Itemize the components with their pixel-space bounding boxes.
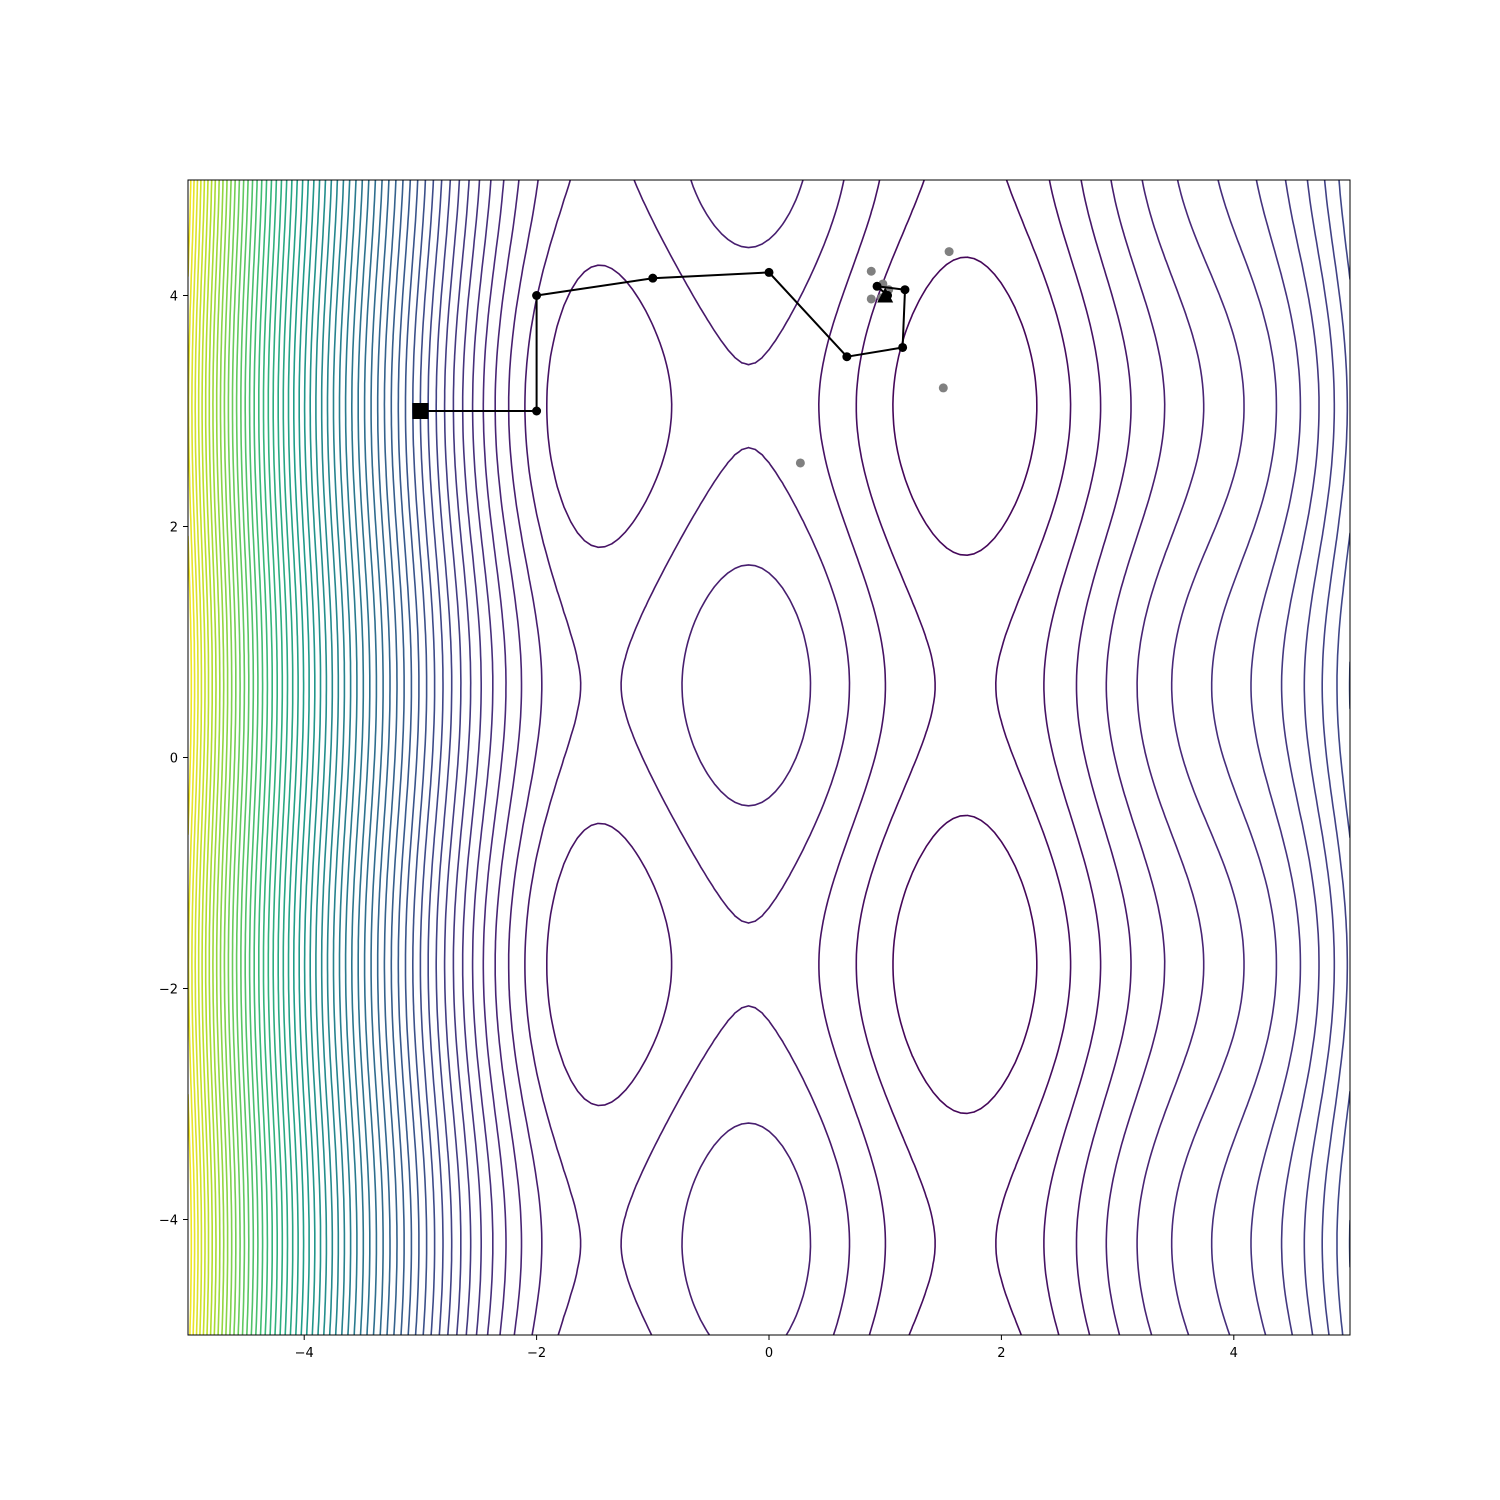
contour-level — [258, 180, 269, 1335]
sample-points — [795, 247, 954, 468]
contour-level — [293, 180, 305, 1335]
contour-level — [390, 180, 405, 1335]
contour-level — [215, 180, 225, 1335]
contour-level — [194, 180, 203, 1335]
contour-level — [272, 180, 284, 1335]
contour-level — [309, 180, 322, 1335]
contour-level — [191, 180, 199, 1335]
x-tick-label: 0 — [765, 1346, 773, 1361]
contour-level — [383, 180, 398, 1335]
contour-level — [855, 180, 1072, 1335]
contour-level — [357, 180, 371, 1335]
y-axis: −4 −2 0 2 4 — [159, 290, 188, 1229]
x-tick-label: −4 — [295, 1346, 314, 1361]
contour-level — [376, 180, 391, 1335]
sample-point — [944, 247, 954, 257]
contour-level — [351, 180, 365, 1335]
y-tick-label: 2 — [170, 521, 178, 536]
contour-level — [507, 180, 1166, 1335]
contour-level — [204, 180, 213, 1335]
x-axis: −4 −2 0 2 4 — [295, 1335, 1238, 1361]
contour-level — [524, 180, 1132, 1335]
contour-level — [303, 180, 316, 1335]
contour-level — [320, 180, 334, 1335]
contour-level — [315, 180, 328, 1335]
y-tick-label: −4 — [159, 1214, 178, 1229]
contour-level — [471, 180, 1278, 1335]
contour-level — [253, 180, 264, 1335]
contour-level — [427, 180, 1350, 1335]
contour-level — [208, 180, 217, 1335]
x-tick-label: 4 — [1230, 1346, 1238, 1361]
x-tick-label: 2 — [997, 1346, 1005, 1361]
contour-level — [188, 180, 196, 1335]
contour-level — [326, 180, 340, 1335]
sample-point — [795, 458, 805, 468]
path-point — [842, 352, 852, 362]
contour-level — [452, 180, 1320, 1335]
x-tick-label: −2 — [527, 1346, 546, 1361]
path-point — [532, 291, 542, 300]
contour-level — [404, 180, 420, 1335]
contour-level — [262, 180, 273, 1335]
contour-level — [231, 180, 241, 1335]
contour-level — [494, 180, 1205, 1335]
path-point — [648, 273, 658, 283]
contour-level — [338, 180, 352, 1335]
contour-level — [223, 180, 233, 1335]
contour-level — [227, 180, 237, 1335]
y-tick-label: −2 — [159, 983, 178, 998]
contour-level — [461, 180, 1302, 1335]
sample-point — [866, 266, 876, 276]
contour-level — [363, 180, 378, 1335]
contour-level — [546, 180, 1102, 1335]
contour-level — [397, 180, 413, 1335]
contour-level — [332, 180, 346, 1335]
contour-level — [188, 180, 193, 1335]
path-point — [764, 267, 774, 277]
contour-level — [197, 180, 206, 1335]
contour-level — [298, 180, 310, 1335]
path-end-marker — [877, 287, 894, 303]
sample-point — [866, 294, 876, 304]
y-tick-label: 4 — [170, 290, 178, 305]
contour-level — [282, 180, 294, 1335]
contour-level — [248, 180, 259, 1335]
path-point — [900, 285, 910, 295]
contour-level — [412, 180, 428, 1335]
path-start-marker — [412, 403, 429, 419]
contour-level — [240, 180, 250, 1335]
sample-point — [938, 383, 948, 393]
optimizer-path — [412, 267, 910, 419]
contour-level — [235, 180, 246, 1335]
contour-lines — [188, 180, 1350, 1335]
contour-level — [244, 180, 255, 1335]
contour-level — [201, 180, 210, 1335]
contour-level — [277, 180, 289, 1335]
contour-level — [287, 180, 299, 1335]
contour-level — [435, 180, 1349, 1335]
contour-level — [267, 180, 278, 1335]
plot-area — [188, 180, 1350, 1335]
path-point — [532, 406, 542, 416]
path-point — [898, 342, 908, 352]
contour-level — [219, 180, 229, 1335]
path-point — [872, 281, 882, 291]
contour-level — [892, 256, 1038, 1115]
contour-level — [443, 180, 1336, 1335]
contour-level — [482, 180, 1245, 1335]
contour-level — [344, 180, 358, 1335]
contour-level — [212, 180, 221, 1335]
contour-level — [370, 180, 384, 1335]
y-tick-label: 0 — [170, 752, 178, 767]
